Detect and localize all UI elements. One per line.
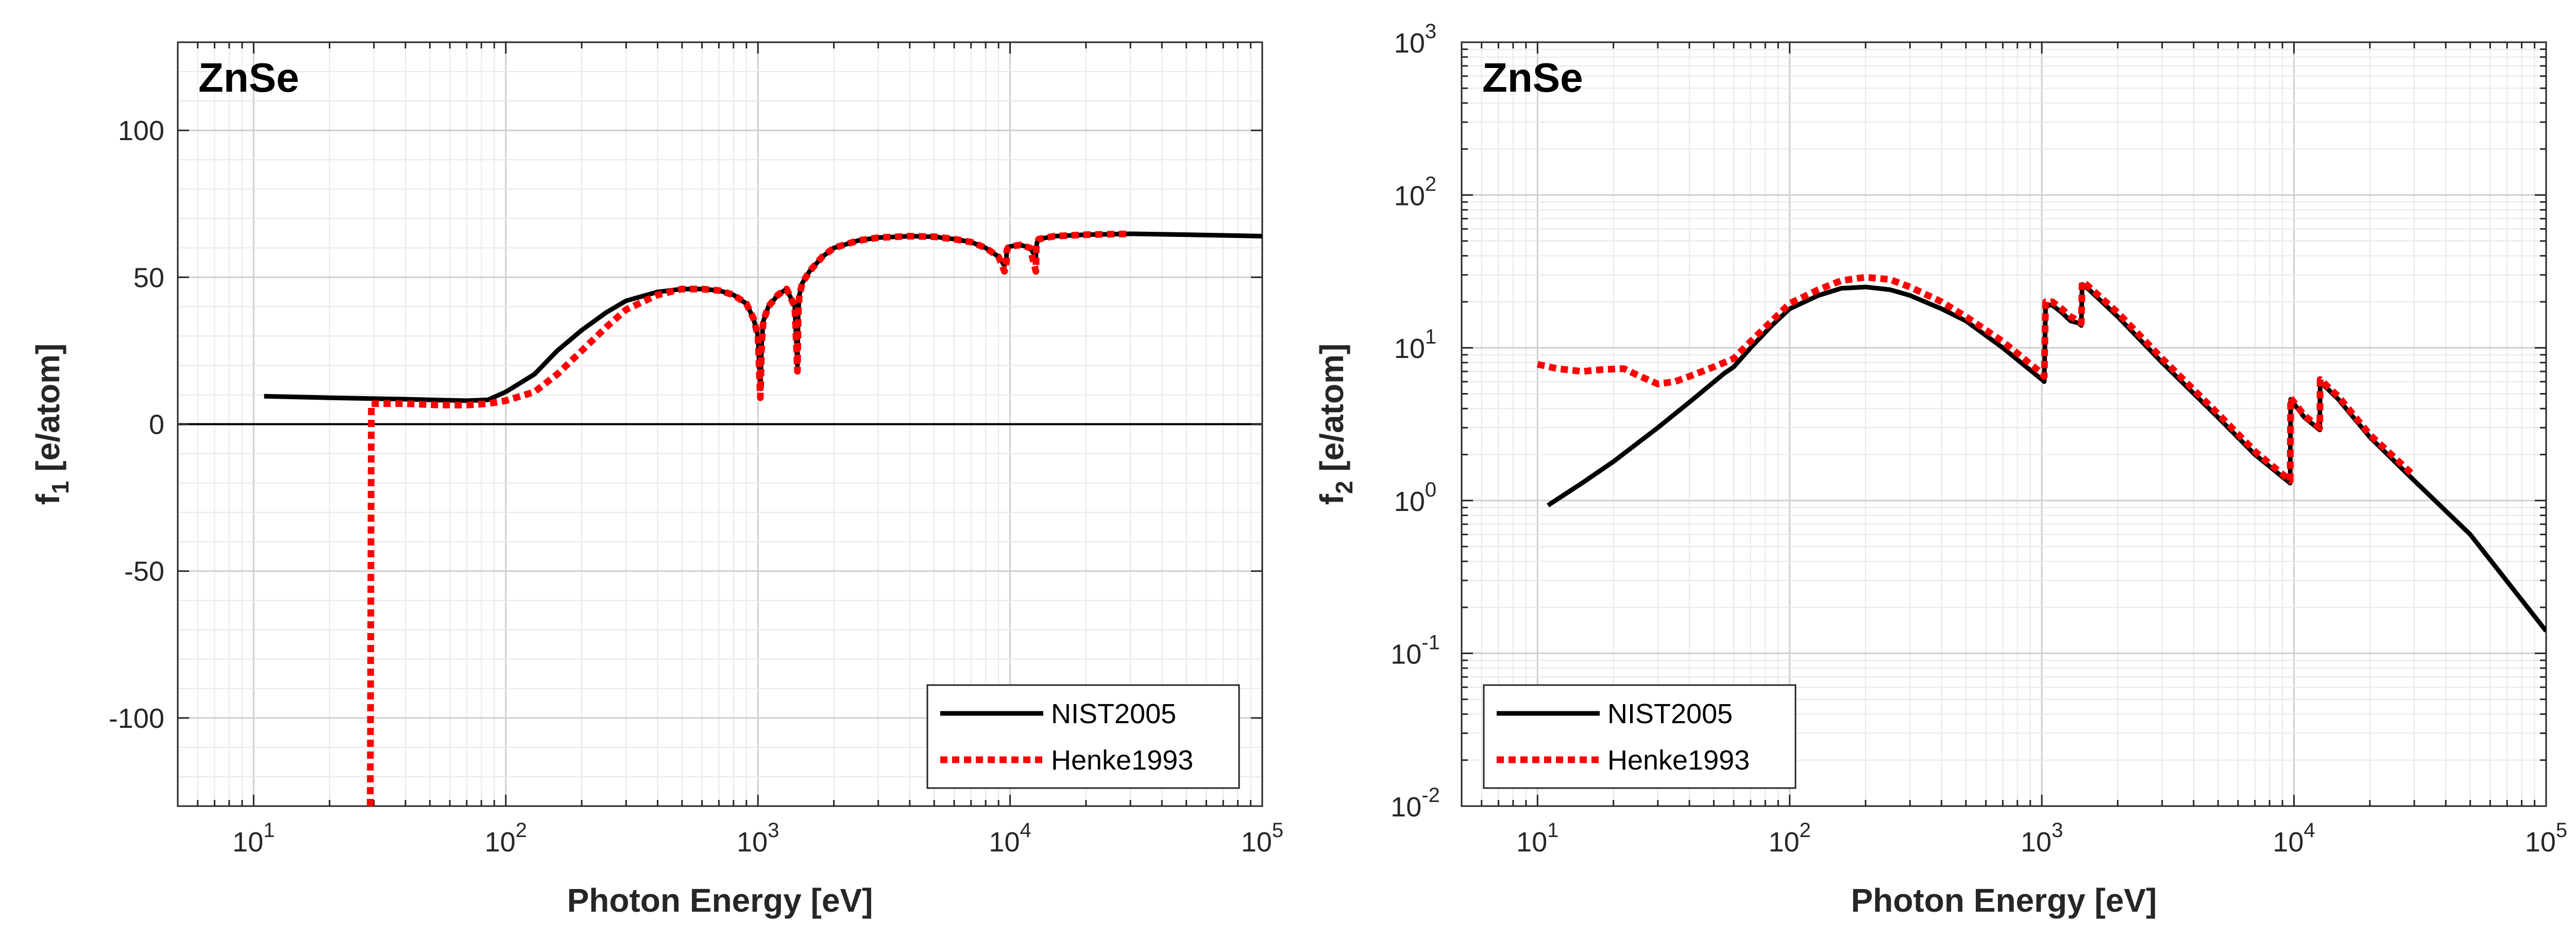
- series-group: [264, 230, 1262, 806]
- y-tick-label: -50: [124, 556, 164, 587]
- y-tick-label: 50: [133, 262, 164, 293]
- y-tick-label: 100: [1394, 479, 1436, 517]
- y-tick-label: 100: [118, 115, 164, 146]
- series-line-henke1993: [367, 230, 1131, 806]
- y-tick-label: 101: [1394, 326, 1436, 364]
- y-axis: -100 -50 0 50 100: [109, 115, 1262, 734]
- x-tick-label: 101: [232, 819, 275, 858]
- x-tick-label: 101: [1516, 819, 1558, 858]
- x-tick-label: 104: [989, 819, 1031, 858]
- legend-label: Henke1993: [1051, 745, 1193, 776]
- x-tick-label: 103: [737, 819, 779, 858]
- y-tick-label: -100: [109, 703, 164, 734]
- y-tick-label: 102: [1394, 173, 1436, 212]
- y-axis-title: f2 [e/atom]: [1313, 344, 1358, 505]
- panel-title: ZnSe: [1482, 55, 1583, 100]
- y-tick-label: 0: [149, 409, 164, 440]
- y-tick-label: 10-1: [1391, 631, 1440, 670]
- x-tick-label: 102: [485, 819, 527, 858]
- y-tick-label: 103: [1394, 20, 1436, 59]
- panel-f1: 101 102 103 104 105 -100 -50 0 50 100 ZnSe Photon E…: [29, 41, 1283, 919]
- x-axis: 101 102 103 104 105: [1461, 42, 2567, 858]
- series-line-henke1993: [1536, 274, 2417, 484]
- x-axis: 101 102 103 104 105: [177, 42, 1283, 858]
- y-axis: 10-2 10-1 100 101 102 103: [1391, 20, 2546, 823]
- legend: NIST2005 Henke1993: [926, 684, 1240, 789]
- legend-box: [1483, 684, 1797, 789]
- x-axis-title: Photon Energy [eV]: [567, 882, 873, 919]
- axes-box: [1461, 41, 2547, 807]
- legend-label: NIST2005: [1051, 698, 1176, 729]
- legend-label: NIST2005: [1607, 698, 1733, 729]
- y-axis-title: f1 [e/atom]: [29, 344, 74, 505]
- plot-area: [1462, 42, 2546, 806]
- legend-box: [926, 684, 1240, 789]
- x-tick-label: 102: [1769, 819, 1811, 858]
- x-tick-label: 105: [1241, 819, 1283, 858]
- panel-title: ZnSe: [198, 55, 299, 100]
- x-tick-label: 104: [2273, 819, 2315, 858]
- series-group: [1536, 274, 2546, 633]
- panel-f2: 101 102 103 104 105 10-2 10-1 100 101 102 103 ZnSe P…: [1313, 20, 2567, 919]
- legend: NIST2005 Henke1993: [1483, 684, 1797, 789]
- x-axis-title: Photon Energy [eV]: [1851, 882, 2157, 919]
- x-tick-label: 105: [2525, 819, 2567, 858]
- x-tick-label: 103: [2021, 819, 2063, 858]
- y-tick-label: 10-2: [1391, 784, 1440, 823]
- legend-label: Henke1993: [1607, 745, 1750, 776]
